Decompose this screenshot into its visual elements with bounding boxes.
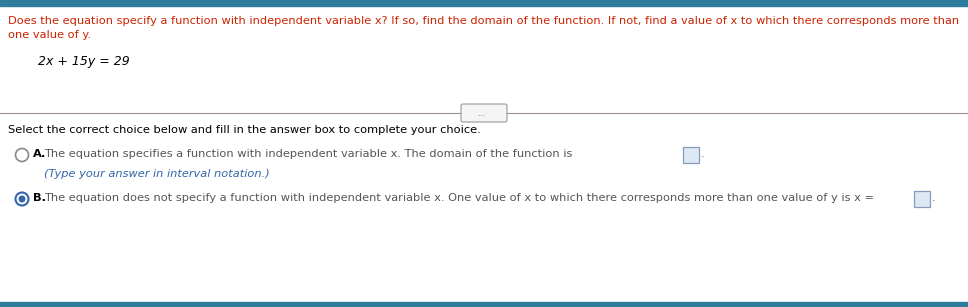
Text: one value of y.: one value of y. — [8, 30, 91, 40]
FancyBboxPatch shape — [914, 191, 930, 207]
FancyBboxPatch shape — [683, 147, 699, 163]
Text: Does the equation specify a function with independent variable x? If so, find th: Does the equation specify a function wit… — [8, 16, 959, 26]
Circle shape — [18, 196, 25, 203]
Text: ...: ... — [478, 108, 490, 118]
Text: The equation does not specify a function with independent variable x. One value : The equation does not specify a function… — [44, 193, 874, 203]
Text: B.: B. — [33, 193, 46, 203]
Text: .: . — [932, 193, 936, 203]
Text: .: . — [701, 149, 705, 159]
Text: Select the correct choice below and fill in the answer box to complete your choi: Select the correct choice below and fill… — [8, 125, 481, 135]
Text: A.: A. — [33, 149, 46, 159]
Text: The equation specifies a function with independent variable x. The domain of the: The equation specifies a function with i… — [44, 149, 572, 159]
Text: 2x + 15y = 29: 2x + 15y = 29 — [38, 55, 130, 68]
Text: (Type your answer in interval notation.): (Type your answer in interval notation.) — [44, 169, 270, 179]
FancyBboxPatch shape — [461, 104, 507, 122]
Bar — [0, 302, 968, 307]
Bar — [0, 0, 968, 6]
